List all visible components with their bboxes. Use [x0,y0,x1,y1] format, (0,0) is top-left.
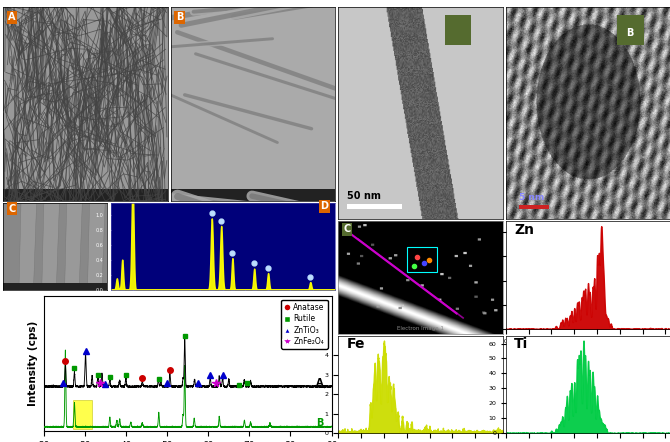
Text: C: C [9,204,16,214]
Text: Fe: Fe [346,337,365,351]
Bar [73,400,92,429]
Text: B: B [176,12,183,22]
X-axis label: μm: μm [583,350,593,354]
Text: Zn: Zn [514,223,534,237]
Bar [3,282,107,290]
Polygon shape [42,203,60,290]
Text: 50 nm: 50 nm [347,191,381,201]
Text: Electron Image 1: Electron Image 1 [397,326,444,332]
Y-axis label: Intensity (cps): Intensity (cps) [28,321,38,406]
Text: C: C [343,224,350,234]
Bar [347,204,401,209]
Text: B: B [626,28,633,38]
Text: D: D [320,202,328,211]
Bar [618,15,644,45]
Bar [445,15,471,45]
Bar [171,190,335,201]
Text: A: A [316,378,324,388]
Polygon shape [88,203,105,290]
Legend: Anatase, Rutile, ZnTiO₃, ZnFe₂O₄: Anatase, Rutile, ZnTiO₃, ZnFe₂O₄ [281,300,328,349]
Bar [3,190,168,201]
Polygon shape [19,203,37,290]
Text: Ti: Ti [514,337,529,351]
Text: 5 nm: 5 nm [519,193,544,202]
Text: A: A [8,12,16,22]
Polygon shape [385,7,456,219]
Text: B: B [316,418,324,428]
Bar [519,206,549,209]
Bar [407,247,437,272]
Polygon shape [64,203,82,290]
Text: Zinc Kalil: Zinc Kalil [576,345,600,350]
